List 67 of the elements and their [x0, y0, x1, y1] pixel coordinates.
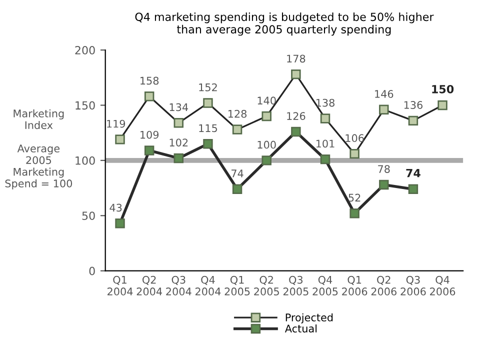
data-label: 128 — [228, 110, 247, 118]
legend-label: Actual — [284, 324, 317, 333]
data-label: 74 — [232, 170, 244, 178]
x-tick-label: Q1 2005 — [224, 276, 250, 296]
data-label: 150 — [432, 84, 454, 94]
x-tick-label: Q4 2004 — [195, 276, 221, 296]
point — [203, 139, 213, 149]
point — [408, 116, 418, 126]
text: Marketing Index Average 2005 Marketing Spend = 100 — [5, 109, 72, 190]
data-label: 126 — [287, 112, 306, 120]
point — [291, 69, 301, 80]
point — [203, 98, 213, 108]
data-label: 101 — [316, 140, 334, 148]
point — [115, 218, 125, 228]
data-label: 100 — [258, 140, 276, 149]
y-tick-label: 0 — [89, 266, 95, 276]
point — [320, 114, 330, 124]
y-tick-label: 150 — [76, 101, 95, 110]
data-label: 146 — [375, 90, 394, 98]
point — [379, 180, 389, 190]
point — [232, 124, 242, 134]
data-label: 106 — [346, 134, 364, 142]
point — [438, 100, 448, 110]
x-tick-label: Q3 2004 — [166, 276, 192, 296]
point — [320, 154, 330, 164]
y-tick-label: 100 — [76, 156, 95, 165]
x-tick-label: Q2 2005 — [254, 276, 279, 296]
point — [291, 126, 301, 137]
x-tick-label: Q2 2006 — [371, 276, 396, 296]
point — [232, 184, 242, 194]
data-label: 178 — [287, 54, 306, 63]
data-label: 138 — [316, 98, 334, 107]
data-label: 158 — [140, 76, 159, 85]
data-label: 136 — [404, 101, 422, 109]
data-label: 43 — [110, 204, 122, 212]
data-label: 52 — [348, 194, 360, 202]
x-tick-label: Q3 2006 — [400, 276, 426, 296]
point — [144, 146, 154, 156]
point — [262, 156, 272, 166]
point — [144, 92, 154, 102]
data-label: 102 — [170, 138, 188, 146]
y-tick-label: 200 — [75, 46, 95, 54]
point — [262, 111, 272, 122]
point — [379, 104, 389, 115]
y-tick-label: 50 — [82, 212, 95, 220]
data-label: 152 — [199, 83, 217, 92]
point — [174, 153, 184, 164]
x-tick-label: Q1 2006 — [342, 276, 368, 296]
point — [350, 148, 360, 159]
data-label: 140 — [258, 96, 276, 105]
point — [408, 184, 418, 194]
x-tick-label: Q4 2005 — [312, 276, 338, 296]
x-tick-label: Q4 2006 — [430, 276, 456, 296]
x-tick-label: Q1 2004 — [108, 276, 133, 296]
x-tick-label: Q2 2004 — [136, 276, 162, 296]
x-tick-label: Q3 2005 — [283, 276, 308, 296]
data-label: 115 — [199, 124, 217, 132]
data-label: 109 — [140, 130, 159, 139]
legend-label: Projected — [286, 313, 333, 324]
point — [115, 134, 125, 144]
data-label: 74 — [406, 168, 420, 178]
data-label: 78 — [378, 165, 390, 173]
point — [174, 118, 184, 128]
chart-title: Q4 marketing spending is budgeted to be 50% higher than average 2005 quarterly spending — [135, 12, 434, 36]
point — [350, 208, 360, 218]
data-label: 134 — [170, 103, 188, 112]
data-label: 119 — [107, 120, 126, 128]
